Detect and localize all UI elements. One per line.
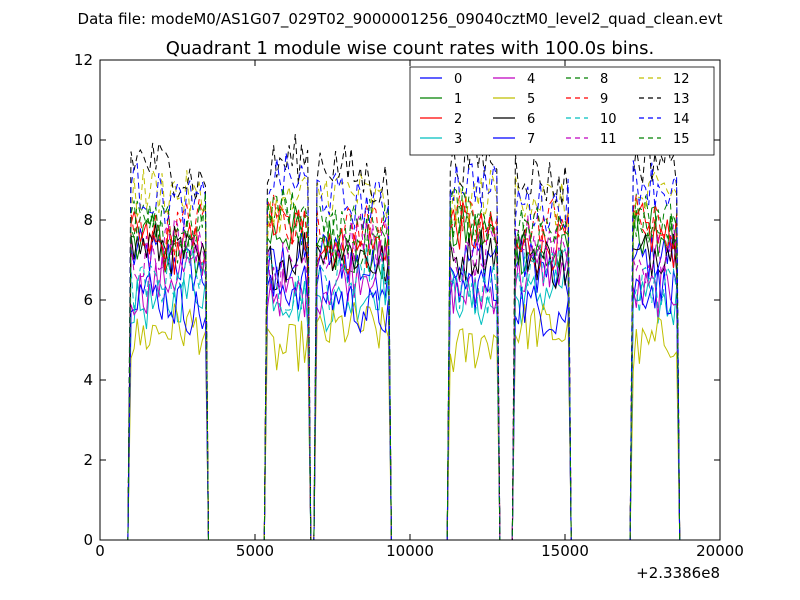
legend-label: 6: [527, 112, 535, 127]
legend-label: 13: [673, 92, 690, 107]
legend-box: [409, 66, 715, 156]
legend-label: 7: [527, 132, 535, 147]
legend-label: 15: [673, 132, 690, 147]
legend-label: 11: [600, 132, 617, 147]
y-tick-label: 10: [74, 131, 93, 149]
y-tick-label: 0: [83, 531, 93, 549]
x-tick-label: 5000: [236, 542, 274, 560]
series-line-15: [124, 186, 683, 541]
y-tick-label: 4: [83, 371, 93, 389]
legend-label: 1: [454, 92, 462, 107]
y-tick-label: 2: [83, 451, 93, 469]
legend-label: 12: [673, 72, 690, 87]
x-offset-label: +2.3386e8: [636, 564, 720, 582]
data-file-label: Data file: modeM0/AS1G07_029T02_90000012…: [78, 10, 723, 29]
legend-label: 10: [600, 112, 617, 127]
legend-label: 14: [673, 112, 690, 127]
series-line-14: [124, 152, 683, 541]
legend-label: 0: [454, 72, 462, 87]
x-tick-label: 10000: [386, 542, 434, 560]
x-tick-label: 0: [95, 542, 105, 560]
x-tick-label: 15000: [541, 542, 589, 560]
chart-title: Quadrant 1 module wise count rates with …: [166, 38, 655, 59]
legend-label: 2: [454, 112, 462, 127]
legend-label: 9: [600, 92, 608, 107]
series-line-13: [124, 132, 683, 541]
legend-label: 5: [527, 92, 535, 107]
legend-label: 8: [600, 72, 608, 87]
x-tick-label: 20000: [696, 542, 744, 560]
legend-label: 4: [527, 72, 535, 87]
plot-layer: [124, 132, 683, 541]
y-tick-label: 8: [83, 211, 93, 229]
y-tick-label: 12: [74, 51, 93, 69]
y-tick-label: 6: [83, 291, 93, 309]
legend-label: 3: [454, 132, 462, 147]
